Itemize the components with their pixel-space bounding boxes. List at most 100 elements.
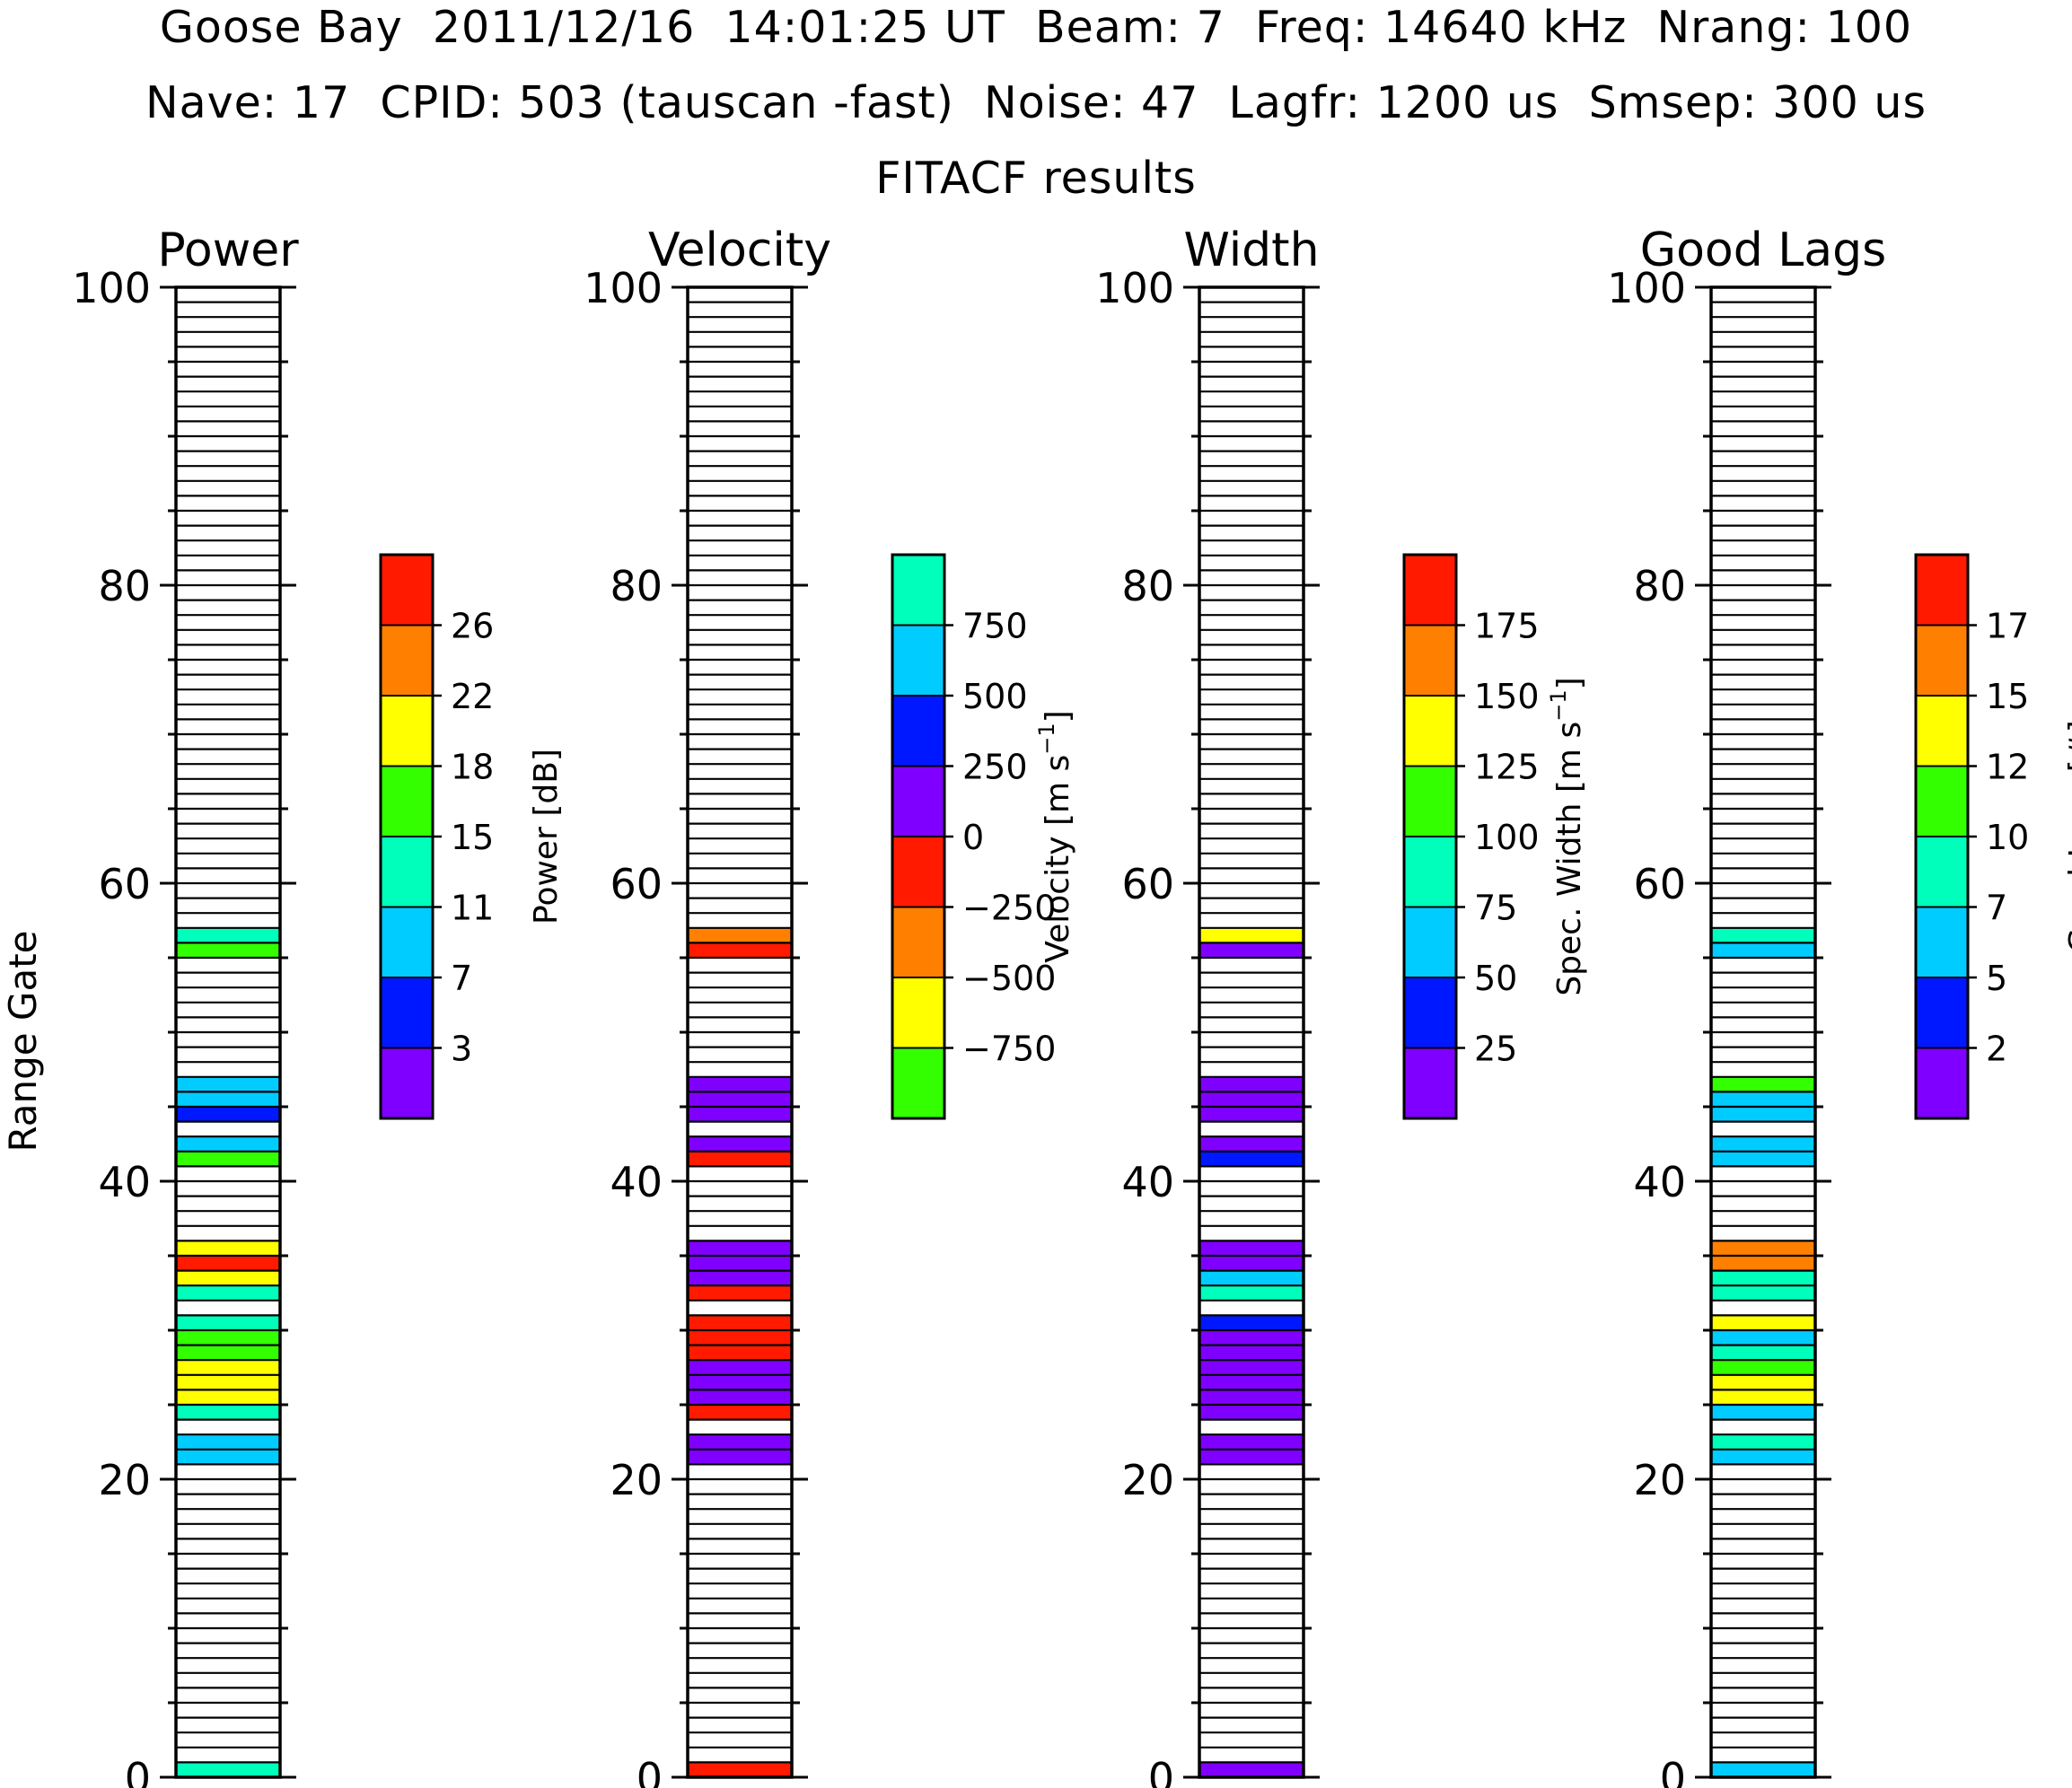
width-colorbar-band <box>1403 906 1457 978</box>
width-gate-cell-30 <box>1199 1315 1304 1330</box>
good-lags-colorbar-tick-label: 12 <box>1986 748 2029 787</box>
velocity-colorbar-band <box>891 977 945 1049</box>
power-gate-cell-22 <box>176 1434 280 1450</box>
power-y-tick-label: 60 <box>98 860 151 908</box>
velocity-gate-cell-41 <box>688 1151 792 1167</box>
velocity-colorbar-label: Velocity [m s−1] <box>1034 710 1076 962</box>
velocity-gate-cell-35 <box>688 1240 792 1256</box>
width-colorbar-band <box>1403 1047 1457 1119</box>
good-lags-gate-cell-21 <box>1711 1449 1815 1465</box>
power-colorbar-label: Power [dB] <box>528 749 565 925</box>
power-y-tick-label: 20 <box>98 1456 151 1504</box>
power-y-tick-label: 100 <box>72 264 151 312</box>
good-lags-colorbar-band <box>1915 624 1969 697</box>
velocity-colorbar-tick-label: −750 <box>962 1030 1056 1069</box>
power-colorbar-tick-label: 3 <box>451 1030 472 1069</box>
width-gate-cell-34 <box>1199 1256 1304 1271</box>
width-colorbar-tick-label: 75 <box>1474 889 1517 928</box>
width-colorbar-tick-label: 175 <box>1474 607 1540 646</box>
power-gate-cell-45 <box>176 1091 280 1107</box>
power-gate-cell-29 <box>176 1330 280 1345</box>
power-colorbar-band <box>380 765 434 837</box>
width-colorbar-tick-label: 25 <box>1474 1030 1517 1069</box>
power-colorbar-tick-label: 18 <box>451 748 494 787</box>
width-gate-cell-26 <box>1199 1374 1304 1390</box>
velocity-y-tick-label: 20 <box>610 1456 663 1504</box>
velocity-colorbar-band <box>891 554 945 627</box>
velocity-gate-cell-30 <box>688 1315 792 1330</box>
velocity-colorbar-tick-label: 0 <box>962 818 984 857</box>
velocity-gate-cell-0 <box>688 1762 792 1777</box>
good-lags-panel-title: Good Lags <box>1640 224 1886 277</box>
velocity-colorbar-band <box>891 765 945 837</box>
good-lags-gate-cell-28 <box>1711 1345 1815 1361</box>
velocity-gate-cell-29 <box>688 1330 792 1345</box>
velocity-colorbar-tick-label: 250 <box>962 748 1028 787</box>
power-colorbar-band <box>380 836 434 908</box>
velocity-colorbar-band <box>891 906 945 978</box>
velocity-y-tick-label: 100 <box>584 264 663 312</box>
good-lags-y-tick-label: 0 <box>1660 1754 1686 1788</box>
good-lags-colorbar-band <box>1915 554 1969 627</box>
width-gate-cell-55 <box>1199 942 1304 958</box>
width-gate-cell-45 <box>1199 1091 1304 1107</box>
velocity-colorbar-band <box>891 695 945 767</box>
power-colorbar-band <box>380 906 434 978</box>
velocity-y-tick-label: 40 <box>610 1158 663 1206</box>
power-colorbar-tick-label: 7 <box>451 959 472 998</box>
velocity-gate-cell-46 <box>688 1076 792 1092</box>
width-gate-cell-24 <box>1199 1405 1304 1420</box>
velocity-gate-cell-42 <box>688 1136 792 1152</box>
header-line-3: FITACF results <box>875 153 1197 204</box>
good-lags-gate-cell-44 <box>1711 1107 1815 1122</box>
width-gate-cell-46 <box>1199 1076 1304 1092</box>
power-gate-cell-46 <box>176 1076 280 1092</box>
velocity-colorbar-band <box>891 624 945 697</box>
velocity-gate-cell-45 <box>688 1091 792 1107</box>
good-lags-colorbar-tick-label: 10 <box>1986 818 2029 857</box>
good-lags-colorbar-band <box>1915 836 1969 908</box>
power-gate-cell-27 <box>176 1360 280 1375</box>
good-lags-gate-cell-45 <box>1711 1091 1815 1107</box>
width-gate-cell-28 <box>1199 1345 1304 1361</box>
good-lags-gate-cell-41 <box>1711 1151 1815 1167</box>
velocity-gate-cell-26 <box>688 1374 792 1390</box>
power-colorbar-band <box>380 624 434 697</box>
velocity-colorbar-band <box>891 1047 945 1119</box>
velocity-gate-cell-55 <box>688 942 792 958</box>
width-colorbar-tick-label: 150 <box>1474 677 1540 716</box>
power-colorbar-tick-label: 26 <box>451 607 494 646</box>
velocity-gate-cell-28 <box>688 1345 792 1361</box>
power-colorbar-band <box>380 695 434 767</box>
width-gate-cell-25 <box>1199 1389 1304 1405</box>
width-colorbar-band <box>1403 977 1457 1049</box>
width-y-tick-label: 20 <box>1121 1456 1174 1504</box>
width-colorbar-band <box>1403 695 1457 767</box>
velocity-gate-cell-32 <box>688 1285 792 1301</box>
power-y-tick-label: 40 <box>98 1158 151 1206</box>
width-panel-title: Width <box>1183 224 1319 277</box>
good-lags-gate-cell-0 <box>1711 1762 1815 1777</box>
good-lags-y-tick-label: 40 <box>1633 1158 1686 1206</box>
power-panel-title: Power <box>157 224 299 277</box>
good-lags-colorbar-tick-label: 2 <box>1986 1030 2007 1069</box>
power-gate-cell-32 <box>176 1285 280 1301</box>
power-gate-cell-0 <box>176 1762 280 1777</box>
power-gate-cell-34 <box>176 1256 280 1271</box>
width-gate-cell-35 <box>1199 1240 1304 1256</box>
good-lags-gate-cell-34 <box>1711 1256 1815 1271</box>
good-lags-gate-cell-46 <box>1711 1076 1815 1092</box>
power-colorbar-tick-label: 11 <box>451 889 494 928</box>
width-gate-cell-27 <box>1199 1360 1304 1375</box>
power-gate-cell-26 <box>176 1374 280 1390</box>
power-gate-cell-55 <box>176 942 280 958</box>
width-gate-cell-0 <box>1199 1762 1304 1777</box>
good-lags-gate-cell-29 <box>1711 1330 1815 1345</box>
power-y-tick-label: 80 <box>98 562 151 610</box>
width-colorbar-band <box>1403 624 1457 697</box>
width-gate-cell-21 <box>1199 1449 1304 1465</box>
good-lags-gate-cell-26 <box>1711 1374 1815 1390</box>
velocity-panel-title: Velocity <box>648 224 831 277</box>
y-axis-label: Range Gate <box>1 930 45 1152</box>
